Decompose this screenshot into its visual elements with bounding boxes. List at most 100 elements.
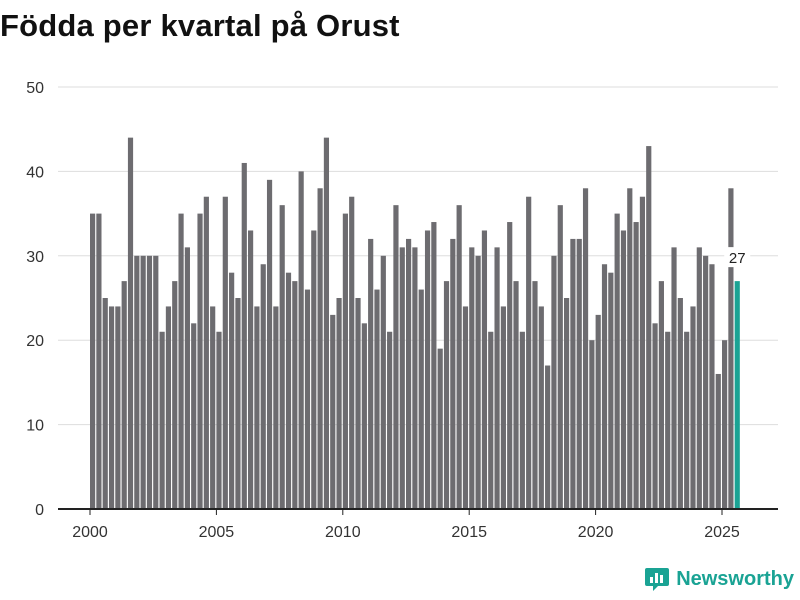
bar xyxy=(229,272,235,509)
value-label: 27 xyxy=(729,250,746,267)
bar xyxy=(519,331,525,509)
bar xyxy=(608,272,614,509)
x-tick-label: 2015 xyxy=(451,524,487,541)
bar xyxy=(184,247,190,510)
x-tick-label: 2020 xyxy=(578,524,614,541)
bar xyxy=(191,323,197,509)
bar xyxy=(406,238,412,510)
bar xyxy=(349,196,355,509)
bar xyxy=(387,331,393,509)
bar xyxy=(298,171,304,509)
bar xyxy=(709,264,715,509)
bar xyxy=(696,247,702,510)
bar xyxy=(507,222,513,510)
y-tick-label: 20 xyxy=(26,333,44,350)
bar xyxy=(684,331,690,509)
y-axis-labels: 0 10 20 30 40 50 xyxy=(26,80,44,519)
bar xyxy=(456,205,462,509)
gridlines xyxy=(58,86,778,426)
bar xyxy=(393,205,399,509)
bar xyxy=(127,137,134,509)
bar xyxy=(399,247,405,510)
bar xyxy=(437,348,443,509)
y-tick-label: 10 xyxy=(26,418,44,435)
bar xyxy=(342,213,348,509)
bar xyxy=(633,222,639,510)
bar xyxy=(323,137,330,509)
bar xyxy=(285,272,292,509)
bar xyxy=(380,255,386,509)
bar xyxy=(159,331,165,509)
bar xyxy=(222,196,228,509)
bar xyxy=(266,179,273,509)
x-tick-label: 2010 xyxy=(325,524,361,541)
bar xyxy=(545,365,551,509)
bar xyxy=(210,306,216,509)
bar xyxy=(355,298,361,509)
bar xyxy=(292,281,298,509)
y-tick-label: 40 xyxy=(26,164,44,181)
bar xyxy=(576,238,582,510)
bar xyxy=(317,188,323,509)
bar xyxy=(481,230,488,510)
bars xyxy=(90,137,740,510)
bar xyxy=(690,306,696,509)
y-tick-label: 30 xyxy=(26,249,44,266)
y-tick-label: 0 xyxy=(35,502,44,519)
bar xyxy=(601,264,608,509)
bar xyxy=(450,238,456,510)
x-axis-labels: 2000 2005 2010 2015 2020 2025 xyxy=(72,509,740,541)
bar xyxy=(639,196,646,509)
chart-bars-icon xyxy=(645,568,670,591)
bar xyxy=(595,314,601,509)
bar xyxy=(361,323,367,509)
y-tick-label: 50 xyxy=(26,80,44,97)
bar xyxy=(551,255,557,509)
bar xyxy=(235,298,241,509)
bar xyxy=(412,247,418,510)
bar xyxy=(96,213,102,509)
bar xyxy=(500,306,506,509)
newsworthy-logo[interactable]: Newsworthy xyxy=(644,566,794,592)
bar xyxy=(614,213,620,509)
bar xyxy=(424,230,431,510)
bar xyxy=(90,213,96,509)
bar xyxy=(564,298,570,509)
bar xyxy=(140,255,146,509)
bar xyxy=(330,314,336,509)
bar xyxy=(532,281,538,509)
bar xyxy=(165,306,172,509)
page-title: Födda per kvartal på Orust xyxy=(0,8,400,43)
bar xyxy=(102,298,108,509)
bar xyxy=(652,323,658,509)
bar xyxy=(153,255,159,509)
bar xyxy=(279,205,285,509)
bar xyxy=(197,213,203,509)
bar xyxy=(488,331,494,509)
bar xyxy=(172,281,178,509)
bar xyxy=(557,205,563,509)
bar xyxy=(671,247,677,510)
bar xyxy=(462,306,469,509)
bar xyxy=(260,264,266,509)
bar xyxy=(146,255,153,509)
bar xyxy=(469,247,475,510)
bar xyxy=(254,306,260,509)
bar xyxy=(368,238,374,510)
bar xyxy=(273,306,279,509)
bar xyxy=(475,255,481,509)
bar xyxy=(336,298,342,509)
bar xyxy=(570,238,576,510)
bar xyxy=(115,306,121,509)
bar xyxy=(443,281,450,509)
bar xyxy=(627,188,633,509)
bar xyxy=(582,188,589,509)
annotations: 27 xyxy=(724,247,751,268)
bar xyxy=(722,340,728,509)
bar xyxy=(374,289,380,509)
x-tick-label: 2025 xyxy=(704,524,740,541)
bar xyxy=(677,298,683,509)
bar xyxy=(134,255,140,509)
bar xyxy=(418,289,424,509)
bar xyxy=(646,146,652,509)
